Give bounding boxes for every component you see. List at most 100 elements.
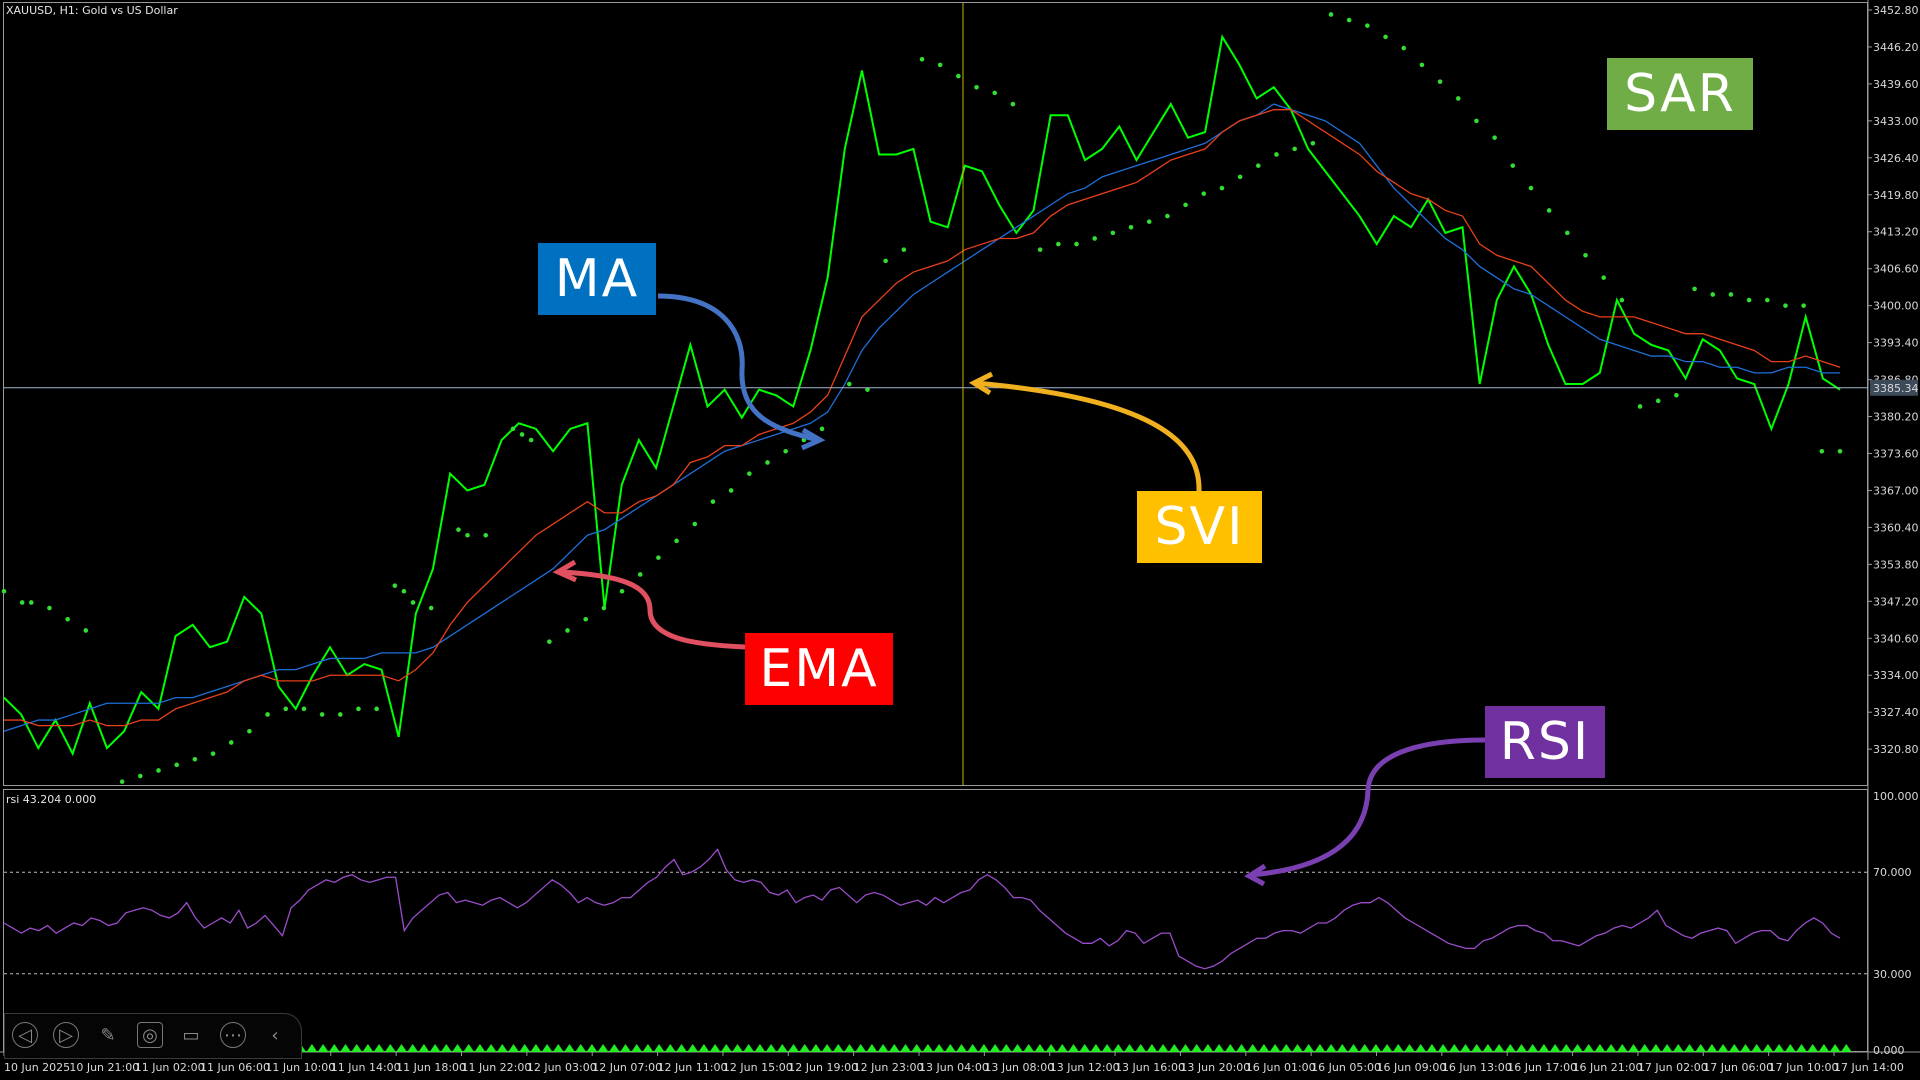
sar-dot bbox=[1010, 101, 1016, 107]
play-icon[interactable]: ▷ bbox=[53, 1022, 79, 1048]
price-tick-label: 3327.40 bbox=[1873, 706, 1919, 719]
sar-dot bbox=[1437, 79, 1443, 84]
marker-triangle bbox=[1415, 1044, 1427, 1052]
marker-triangle bbox=[1684, 1044, 1695, 1052]
sar-dot bbox=[1728, 292, 1734, 297]
marker-triangle bbox=[1157, 1044, 1169, 1052]
marker-triangle bbox=[440, 1044, 452, 1052]
more-icon[interactable]: ⋯ bbox=[220, 1022, 246, 1048]
rsi-tick-label: 0.000 bbox=[1873, 1044, 1905, 1057]
price-tick-label: 3340.60 bbox=[1873, 632, 1919, 645]
price-tick-label: 3360.40 bbox=[1873, 521, 1919, 534]
marker-triangle bbox=[1818, 1044, 1830, 1052]
marker-triangle bbox=[474, 1044, 486, 1052]
sar-dot bbox=[519, 432, 525, 437]
marker-triangle bbox=[1504, 1044, 1516, 1052]
marker-triangle bbox=[1370, 1044, 1382, 1052]
svi-arrow-head bbox=[968, 371, 994, 396]
marker-triangle bbox=[944, 1044, 956, 1052]
pencil-icon[interactable]: ✎ bbox=[100, 1024, 116, 1046]
sar-dot bbox=[1037, 247, 1043, 252]
marker-triangle bbox=[855, 1044, 867, 1052]
marker-triangle bbox=[1269, 1044, 1281, 1052]
marker-triangle bbox=[1224, 1044, 1236, 1052]
sar-dot bbox=[1365, 23, 1370, 28]
marker-triangle bbox=[844, 1044, 855, 1052]
marker-triangle bbox=[776, 1044, 788, 1052]
rsi-annotation: RSI bbox=[1485, 706, 1605, 778]
sar-dot bbox=[483, 532, 489, 538]
time-tick-label: 10 Jun 21:00 bbox=[69, 1061, 139, 1074]
sar-dot bbox=[1492, 135, 1497, 140]
sar-dot bbox=[565, 628, 570, 633]
sar-dot bbox=[528, 437, 534, 443]
price-tick-label: 3439.60 bbox=[1873, 78, 1919, 91]
marker-triangle bbox=[575, 1044, 587, 1052]
ema-arrow bbox=[559, 569, 746, 650]
time-tick-label: 12 Jun 11:00 bbox=[658, 1061, 728, 1074]
time-tick-label: 12 Jun 03:00 bbox=[527, 1061, 597, 1074]
ema-annotation: EMA bbox=[745, 633, 893, 705]
marker-triangle bbox=[1348, 1044, 1359, 1052]
sar-dot bbox=[937, 62, 943, 68]
marker-triangle bbox=[351, 1044, 363, 1052]
marker-triangle bbox=[1437, 1044, 1449, 1052]
time-tick-label: 11 Jun 18:00 bbox=[396, 1061, 466, 1074]
time-tick-label: 16 Jun 05:00 bbox=[1311, 1061, 1381, 1074]
marker-triangle bbox=[866, 1044, 878, 1052]
marker-triangle bbox=[1012, 1044, 1023, 1052]
video-icon[interactable]: ▭ bbox=[182, 1024, 200, 1046]
price-tick-label: 3367.00 bbox=[1873, 484, 1919, 497]
sar-dot bbox=[1310, 140, 1316, 146]
sar-dot bbox=[1074, 241, 1079, 247]
marker-triangle bbox=[967, 1044, 979, 1052]
marker-triangle bbox=[1314, 1044, 1326, 1052]
marker-triangle bbox=[933, 1044, 945, 1052]
sar-dot bbox=[1110, 230, 1116, 236]
marker-triangle bbox=[888, 1044, 900, 1052]
marker-triangle bbox=[620, 1044, 631, 1052]
marker-triangle bbox=[1471, 1044, 1483, 1052]
sar-dot bbox=[974, 84, 979, 90]
marker-triangle bbox=[519, 1044, 531, 1052]
marker-triangle bbox=[396, 1044, 407, 1052]
sar-dot bbox=[356, 706, 361, 712]
marker-triangle bbox=[1482, 1044, 1494, 1052]
sar-dot bbox=[1328, 12, 1334, 17]
price-axis: 3452.80 3446.20 3439.60 3433.00 3426.40 3419.… bbox=[1868, 4, 1919, 756]
sar-dot bbox=[1, 588, 7, 594]
time-tick-label: 10 Jun 2025 bbox=[4, 1061, 70, 1074]
marker-triangle bbox=[328, 1044, 340, 1052]
time-tick-label: 13 Jun 20:00 bbox=[1180, 1061, 1250, 1074]
sar-dot bbox=[428, 605, 434, 611]
marker-triangle bbox=[1728, 1044, 1740, 1052]
marker-triangle bbox=[1807, 1044, 1819, 1052]
marker-triangle bbox=[485, 1044, 497, 1052]
marker-triangle bbox=[978, 1044, 990, 1052]
marker-triangle bbox=[1493, 1044, 1505, 1052]
marker-triangle bbox=[664, 1044, 676, 1052]
marker-triangle bbox=[1404, 1044, 1415, 1052]
marker-triangle bbox=[1616, 1044, 1628, 1052]
marker-triangle bbox=[1516, 1044, 1527, 1052]
marker-triangle bbox=[720, 1044, 732, 1052]
marker-triangle bbox=[642, 1044, 654, 1052]
marker-triangle bbox=[1247, 1044, 1259, 1052]
back-icon[interactable]: ◁ bbox=[12, 1022, 38, 1048]
sar-dot bbox=[1146, 219, 1152, 224]
marker-triangle bbox=[1639, 1044, 1651, 1052]
sar-dot bbox=[410, 600, 416, 605]
marker-triangle bbox=[1202, 1044, 1214, 1052]
marker-triangle bbox=[832, 1044, 844, 1052]
marker-triangle bbox=[1784, 1044, 1796, 1052]
rsi-line bbox=[3, 848, 1841, 970]
sar-dot bbox=[1237, 174, 1243, 180]
time-tick-label: 17 Jun 14:00 bbox=[1834, 1061, 1904, 1074]
collapse-icon[interactable]: ‹ bbox=[271, 1024, 279, 1046]
sar-dot bbox=[1165, 213, 1170, 219]
marker-triangle bbox=[1751, 1044, 1763, 1052]
sar-dot bbox=[1219, 185, 1225, 191]
screenshot-icon[interactable]: ◎ bbox=[137, 1022, 163, 1048]
rsi-tick-label: 30.000 bbox=[1873, 968, 1912, 981]
